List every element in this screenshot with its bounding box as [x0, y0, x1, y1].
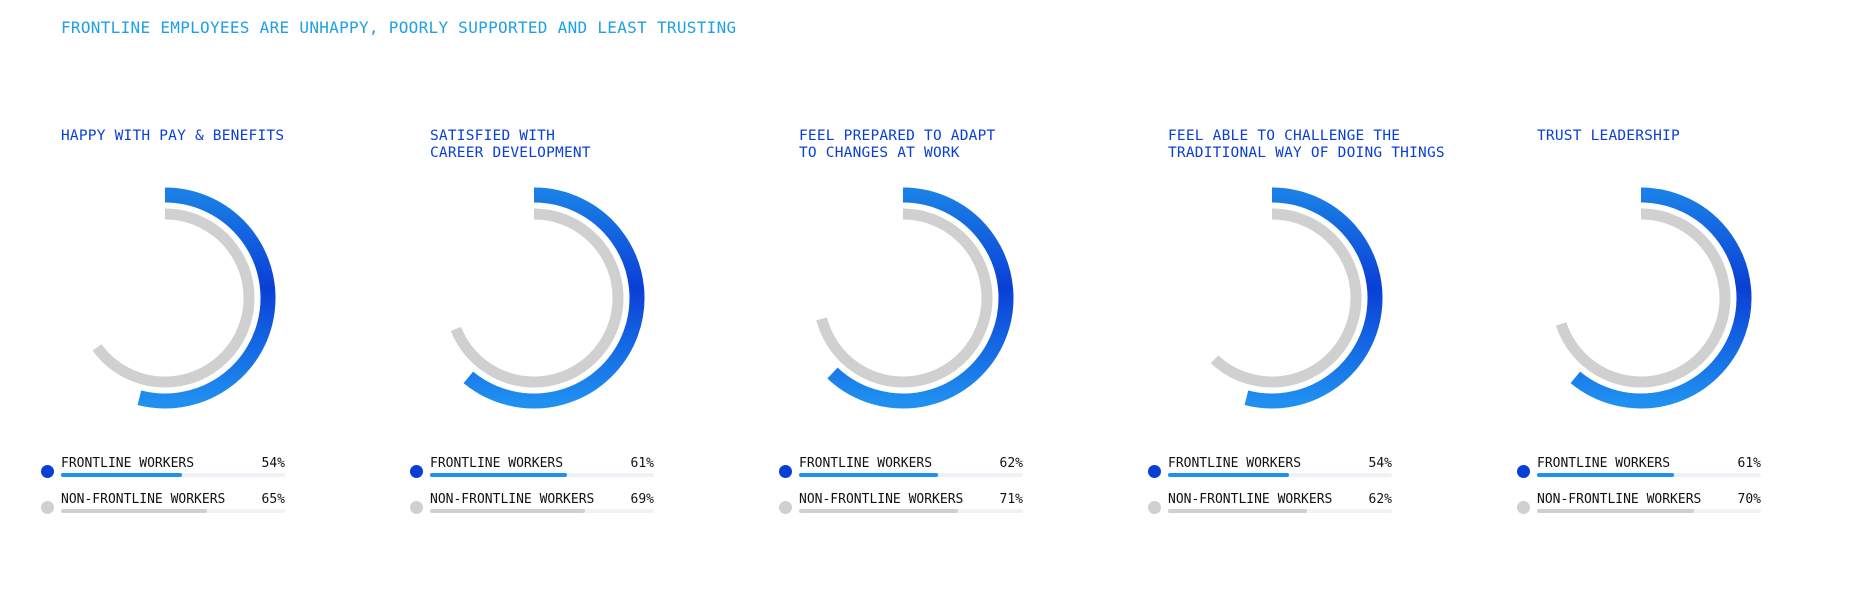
legend-row-non-frontline-workers: NON-FRONTLINE WORKERS 62% [1148, 492, 1468, 522]
legend-bar-track [799, 473, 1023, 477]
chart-panel-4: FEEL ABLE TO CHALLENGE THE TRADITIONAL W… [1148, 0, 1498, 595]
chart-title: SATISFIED WITH CAREER DEVELOPMENT [430, 128, 591, 161]
frontline-arc [827, 187, 1014, 409]
legend-dot-icon [1517, 501, 1530, 514]
legend-value: 62% [1368, 492, 1392, 507]
donut-chart [1555, 187, 1752, 409]
frontline-arc [1570, 187, 1752, 409]
legend-row-frontline-workers: FRONTLINE WORKERS 61% [1517, 456, 1837, 486]
legend-label: FRONTLINE WORKERS [799, 456, 933, 471]
legend-bar-fill [430, 473, 567, 477]
chart-title: FEEL PREPARED TO ADAPT TO CHANGES AT WOR… [799, 128, 996, 161]
legend-label: NON-FRONTLINE WORKERS [430, 492, 595, 507]
legend-row-frontline-workers: FRONTLINE WORKERS 54% [1148, 456, 1468, 486]
chart-title: TRUST LEADERSHIP [1537, 128, 1680, 144]
chart-panel-5: TRUST LEADERSHIP FRONTLINE WORKERS 61% NON-… [1517, 0, 1860, 595]
page-title: FRONTLINE EMPLOYEES ARE UNHAPPY, POORLY … [61, 18, 737, 37]
non-frontline-arc [1210, 208, 1362, 388]
frontline-arc [463, 187, 645, 409]
legend-bar-fill [61, 473, 182, 477]
legend-value: 61% [1737, 456, 1761, 471]
non-frontline-arc [450, 208, 624, 388]
non-frontline-arc [816, 208, 993, 388]
legend-label: FRONTLINE WORKERS [430, 456, 564, 471]
legend-label: NON-FRONTLINE WORKERS [1537, 492, 1702, 507]
legend-dot-icon [410, 465, 423, 478]
legend-label: FRONTLINE WORKERS [1537, 456, 1671, 471]
legend-dot-icon [1148, 465, 1161, 478]
legend-label: NON-FRONTLINE WORKERS [61, 492, 226, 507]
legend-value: 69% [630, 492, 654, 507]
legend-row-frontline-workers: FRONTLINE WORKERS 54% [41, 456, 361, 486]
non-frontline-arc [1555, 208, 1731, 388]
chart-panel-1: HAPPY WITH PAY & BENEFITS FRONTLINE WORKE… [41, 0, 391, 595]
donut-chart [816, 187, 1014, 409]
legend-value: 71% [999, 492, 1023, 507]
legend-bar-fill [799, 509, 958, 513]
frontline-arc [137, 187, 276, 409]
legend-bar-track [1537, 473, 1761, 477]
legend-row-non-frontline-workers: NON-FRONTLINE WORKERS 69% [410, 492, 730, 522]
legend-dot-icon [779, 465, 792, 478]
legend-dot-icon [41, 465, 54, 478]
legend-bar-fill [1168, 509, 1307, 513]
legend-bar-track [799, 509, 1023, 513]
legend-label: NON-FRONTLINE WORKERS [1168, 492, 1333, 507]
donut-chart [450, 187, 645, 409]
donut-chart [1210, 187, 1383, 409]
legend-row-frontline-workers: FRONTLINE WORKERS 61% [410, 456, 730, 486]
legend-row-non-frontline-workers: NON-FRONTLINE WORKERS 71% [779, 492, 1099, 522]
legend-label: FRONTLINE WORKERS [1168, 456, 1302, 471]
legend-value: 65% [261, 492, 285, 507]
donut-chart [92, 187, 276, 409]
legend-row-non-frontline-workers: NON-FRONTLINE WORKERS 65% [41, 492, 361, 522]
legend-dot-icon [1517, 465, 1530, 478]
non-frontline-arc [92, 208, 255, 388]
legend-bar-fill [1537, 509, 1694, 513]
legend-row-frontline-workers: FRONTLINE WORKERS 62% [779, 456, 1099, 486]
legend-value: 70% [1737, 492, 1761, 507]
legend-value: 54% [261, 456, 285, 471]
legend-bar-track [1168, 509, 1392, 513]
chart-title: FEEL ABLE TO CHALLENGE THE TRADITIONAL W… [1168, 128, 1445, 161]
legend-bar-fill [61, 509, 207, 513]
legend-dot-icon [779, 501, 792, 514]
legend-bar-track [430, 473, 654, 477]
chart-title: HAPPY WITH PAY & BENEFITS [61, 128, 285, 144]
legend-bar-track [61, 509, 285, 513]
legend-bar-track [1537, 509, 1761, 513]
legend-value: 62% [999, 456, 1023, 471]
legend-bar-fill [430, 509, 585, 513]
legend-bar-fill [1168, 473, 1289, 477]
legend-bar-track [61, 473, 285, 477]
legend-bar-track [1168, 473, 1392, 477]
legend-dot-icon [41, 501, 54, 514]
legend-label: FRONTLINE WORKERS [61, 456, 195, 471]
legend-label: NON-FRONTLINE WORKERS [799, 492, 964, 507]
legend-bar-fill [799, 473, 938, 477]
frontline-arc [1244, 187, 1383, 409]
chart-panel-2: SATISFIED WITH CAREER DEVELOPMENT FRONTLI… [410, 0, 760, 595]
legend-value: 54% [1368, 456, 1392, 471]
legend-bar-track [430, 509, 654, 513]
legend-value: 61% [630, 456, 654, 471]
legend-bar-fill [1537, 473, 1674, 477]
legend-row-non-frontline-workers: NON-FRONTLINE WORKERS 70% [1517, 492, 1837, 522]
chart-panel-3: FEEL PREPARED TO ADAPT TO CHANGES AT WOR… [779, 0, 1129, 595]
legend-dot-icon [410, 501, 423, 514]
legend-dot-icon [1148, 501, 1161, 514]
